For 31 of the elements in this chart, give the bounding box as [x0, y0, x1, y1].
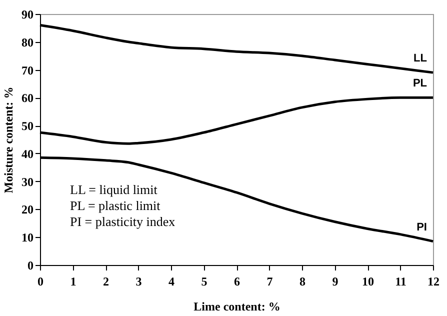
y-tick-label: 30: [22, 174, 34, 189]
x-tick-label: 1: [70, 274, 76, 288]
y-tick-label: 20: [22, 202, 34, 217]
y-tick-label: 80: [22, 35, 34, 50]
series-label: PL: [412, 78, 428, 90]
y-axis-title: Moisture content: %: [2, 86, 16, 194]
x-tick-label: 10: [362, 274, 374, 288]
y-tick-label: 0: [28, 258, 34, 272]
x-tick-label: 11: [395, 274, 406, 288]
y-tick-label: 70: [22, 63, 34, 78]
y-tick-label: 60: [22, 91, 34, 106]
annotation: PI = plasticity index: [70, 214, 176, 229]
x-tick-label: 6: [234, 274, 240, 288]
series-label: PI: [416, 221, 427, 234]
x-tick-label: 8: [300, 274, 306, 288]
y-tick-label: 50: [22, 119, 34, 134]
x-tick-label: 7: [266, 274, 273, 288]
x-tick-label: 4: [168, 274, 174, 288]
x-tick-label: 12: [428, 274, 440, 288]
y-tick-label: 90: [22, 8, 34, 22]
annotation: LL = liquid limit: [70, 182, 158, 197]
x-tick-label: 0: [38, 274, 44, 288]
x-tick-label: 9: [332, 274, 338, 288]
series-label: LL: [414, 52, 428, 65]
y-tick-label: 40: [22, 146, 34, 161]
x-tick-label: 2: [103, 274, 109, 288]
x-tick-label: 5: [201, 274, 208, 288]
annotation: PL = plastic limit: [70, 198, 161, 213]
x-tick-label: 3: [136, 274, 142, 288]
y-tick-label: 10: [22, 230, 34, 245]
x-axis-title: Lime content: %: [194, 300, 280, 314]
